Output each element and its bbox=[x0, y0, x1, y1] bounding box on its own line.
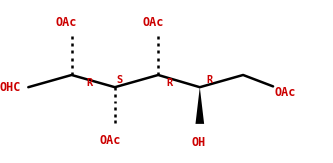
Text: R: R bbox=[167, 78, 173, 88]
Text: R: R bbox=[86, 78, 92, 88]
Text: OAc: OAc bbox=[56, 15, 77, 29]
Text: OAc: OAc bbox=[274, 86, 295, 99]
Text: R: R bbox=[206, 74, 212, 85]
Polygon shape bbox=[195, 87, 204, 124]
Text: OHC: OHC bbox=[0, 81, 21, 94]
Text: S: S bbox=[116, 75, 122, 85]
Text: OAc: OAc bbox=[143, 15, 164, 29]
Text: OH: OH bbox=[192, 136, 206, 149]
Text: OAc: OAc bbox=[99, 134, 121, 148]
